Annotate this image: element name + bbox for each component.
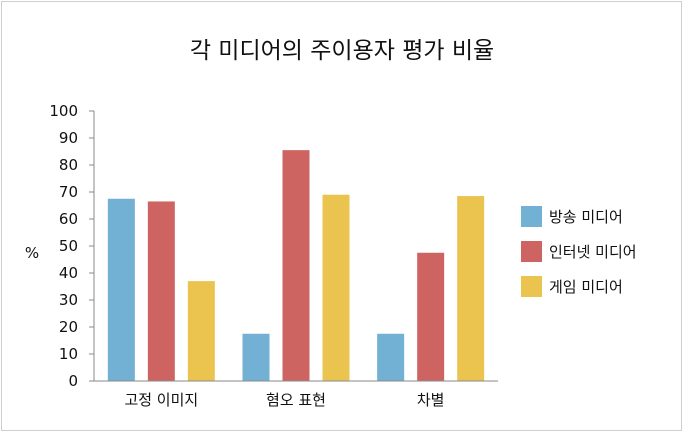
y-tick-label: 20: [59, 318, 78, 336]
y-axis: 0 10 20 30 40 50 60 70 80 90 100: [49, 102, 95, 390]
legend-swatch: [521, 206, 542, 227]
bars: [107, 150, 485, 381]
bar: [147, 201, 175, 381]
bar: [377, 333, 405, 381]
chart-title: 각 미디어의 주이용자 평가 비율: [190, 38, 494, 64]
legend-label: 방송 미디어: [549, 208, 623, 226]
bar: [107, 198, 135, 381]
y-tick-label: 70: [59, 183, 78, 201]
legend-swatch: [521, 241, 542, 262]
y-tick-label: 10: [59, 345, 78, 363]
bar: [242, 333, 270, 381]
legend-label: 게임 미디어: [549, 278, 623, 296]
y-tick-label: 0: [68, 372, 78, 390]
x-axis: 고정 이미지 혐오 표현 차별: [94, 380, 498, 409]
y-axis-label: %: [25, 244, 39, 262]
y-tick-label: 30: [59, 291, 78, 309]
y-tick-label: 40: [59, 264, 78, 282]
bar: [282, 150, 310, 381]
legend-label: 인터넷 미디어: [549, 243, 637, 261]
x-category-label: 고정 이미지: [124, 391, 198, 409]
bar: [457, 196, 485, 381]
bar: [322, 194, 350, 381]
x-category-label: 혐오 표현: [266, 391, 326, 409]
y-tick-label: 50: [59, 237, 78, 255]
y-tick-label: 60: [59, 210, 78, 228]
bar: [417, 252, 445, 381]
y-tick-label: 90: [59, 129, 78, 147]
bar: [187, 281, 215, 381]
x-category-label: 차별: [417, 391, 445, 409]
y-tick-label: 100: [49, 102, 78, 120]
y-tick-label: 80: [59, 156, 78, 174]
legend-swatch: [521, 276, 542, 297]
